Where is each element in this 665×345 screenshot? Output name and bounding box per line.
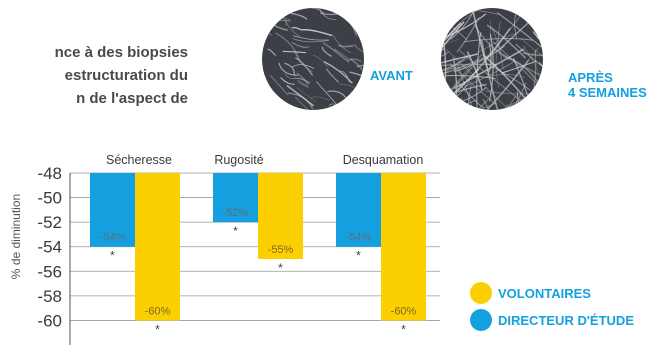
legend-label-directeur: DIRECTEUR D'ÉTUDE <box>498 312 634 328</box>
bar-value-label: -52% <box>223 207 249 219</box>
photo-fibers <box>441 8 543 110</box>
after-label-line-2: 4 SEMAINES <box>568 85 647 100</box>
bar <box>135 173 180 321</box>
significance-mark: * <box>110 249 115 263</box>
bar <box>336 173 381 247</box>
y-tick-label: -48 <box>37 164 62 183</box>
bar-value-label: -60% <box>145 305 171 317</box>
significance-mark: * <box>155 322 160 336</box>
significance-mark: * <box>401 322 406 336</box>
significance-mark: * <box>233 224 238 238</box>
category-label: Rugosité <box>214 153 263 167</box>
photo-background <box>262 8 364 110</box>
after-label: APRÈS 4 SEMAINES <box>568 70 647 100</box>
legend-directeur: DIRECTEUR D'ÉTUDE <box>470 309 634 331</box>
category-label: Desquamation <box>343 153 424 167</box>
bar <box>258 173 303 259</box>
y-tick-label: -50 <box>37 189 62 208</box>
legend-label-volontaires: VOLONTAIRES <box>498 285 591 301</box>
y-tick-label: -56 <box>37 262 62 281</box>
y-axis-label: % de diminution <box>9 194 23 279</box>
intro-line-1: nce à des biopsies <box>54 44 188 61</box>
legend-volontaires: VOLONTAIRES <box>470 282 591 304</box>
category-label: Sécheresse <box>106 153 172 167</box>
before-biopsy-photo <box>262 8 364 110</box>
intro-line-2: estructuration du <box>64 67 188 84</box>
bar-value-label: -60% <box>391 305 417 317</box>
significance-mark: * <box>356 249 361 263</box>
bar <box>90 173 135 247</box>
before-label: AVANT <box>370 68 413 83</box>
y-tick-label: -52 <box>37 213 62 232</box>
y-tick-label: -60 <box>37 311 62 330</box>
after-label-line-1: APRÈS <box>568 70 613 85</box>
legend-dot-directeur <box>470 309 492 331</box>
legend-dot-volontaires <box>470 282 492 304</box>
bar <box>213 173 258 223</box>
bar-value-label: -55% <box>268 244 294 256</box>
y-tick-label: -58 <box>37 287 62 306</box>
series-volontaires: -60% * -55% * -60% * <box>135 173 426 336</box>
bar-value-label: -54% <box>346 232 372 244</box>
intro-text: nce à des biopsies estructuration du n d… <box>0 41 188 110</box>
y-tick-label: -54 <box>37 238 62 257</box>
after-biopsy-photo <box>441 8 543 110</box>
intro-line-3: n de l'aspect de <box>76 90 188 107</box>
series-directeur: -54% * -52% * -54% * <box>90 173 381 263</box>
significance-mark: * <box>278 261 283 275</box>
bar <box>381 173 426 321</box>
bar-value-label: -54% <box>100 232 126 244</box>
